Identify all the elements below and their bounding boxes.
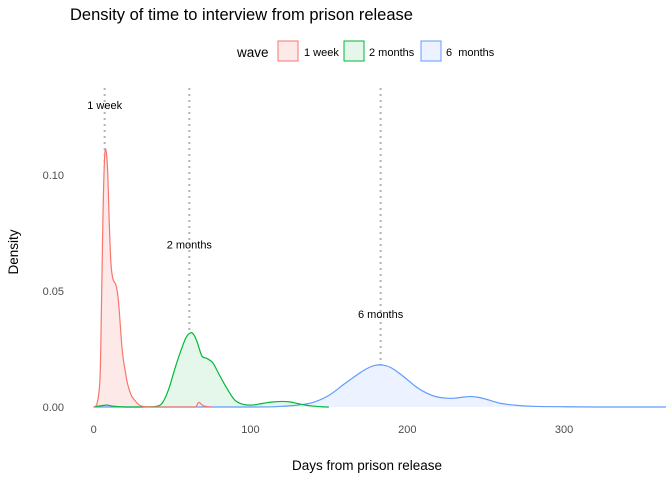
x-tick-label: 0 (91, 424, 97, 436)
x-tick-label: 100 (241, 424, 259, 436)
density-line-1-week (93, 148, 212, 408)
plot-area: 1 week 2 months 6 months (87, 88, 667, 408)
legend-item-1-week: 1 week (277, 40, 339, 62)
y-tick-label: 0.05 (43, 286, 64, 298)
legend-label-1-week: 1 week (304, 47, 339, 59)
density-line-6-months (93, 364, 666, 408)
y-axis: 0.00 0.05 0.10 (43, 170, 64, 414)
density-area-1-week (93, 149, 212, 407)
x-tick-label: 200 (398, 424, 416, 436)
legend-item-6-months: 6 months (420, 40, 495, 62)
legend: wave 1 week 2 months 6 months (236, 40, 495, 62)
legend-key-6-months (420, 40, 442, 62)
density-area-6-months (93, 364, 667, 407)
x-axis-title: Days from prison release (292, 458, 442, 473)
legend-title: wave (236, 45, 269, 60)
x-axis: 0 100 200 300 (91, 424, 574, 436)
legend-key-1-week (277, 40, 299, 62)
y-tick-label: 0.00 (43, 402, 64, 414)
reference-label-1-week: 1 week (87, 100, 122, 112)
legend-item-2-months: 2 months (343, 40, 415, 62)
y-tick-label: 0.10 (43, 170, 64, 182)
density-line-2-months (93, 332, 329, 408)
reference-label-2-months: 2 months (167, 240, 213, 252)
chart-title: Density of time to interview from prison… (70, 6, 413, 24)
x-tick-label: 300 (555, 424, 573, 436)
y-axis-title: Density (6, 229, 21, 274)
legend-label-6-months: 6 months (446, 47, 495, 59)
legend-label-2-months: 2 months (369, 47, 415, 59)
legend-key-2-months (343, 40, 365, 62)
density-area-2-months (93, 332, 329, 407)
reference-label-6-months: 6 months (358, 309, 404, 321)
